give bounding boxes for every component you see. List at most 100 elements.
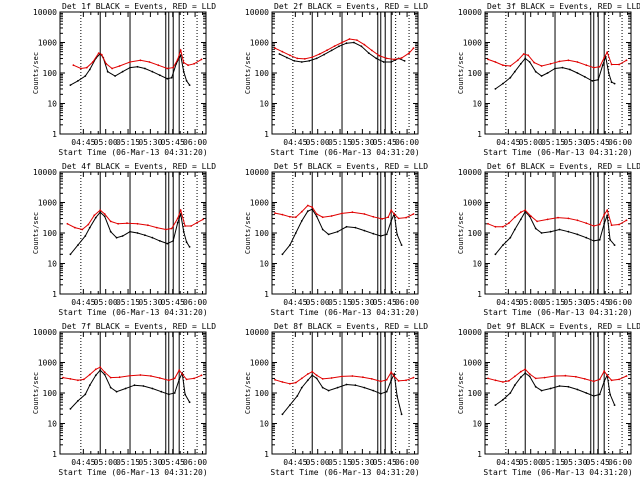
- y-tick-label: 1: [52, 450, 57, 459]
- series-lld-point: [575, 375, 577, 378]
- series-events-point: [502, 82, 504, 85]
- series-events-point: [509, 236, 512, 239]
- series-events-point: [286, 56, 288, 59]
- y-tick-label: 10: [259, 100, 269, 109]
- y-tick-label: 1: [477, 130, 482, 139]
- series-lld-point: [502, 225, 504, 228]
- series-events-point: [121, 235, 124, 237]
- series-events-point: [372, 232, 375, 235]
- series-lld-point: [494, 379, 497, 382]
- x-tick-label: 05:30: [138, 138, 162, 147]
- y-axis-label: Counts/sec: [244, 212, 252, 254]
- series-lld-point: [378, 54, 381, 57]
- series-lld-point: [603, 56, 606, 59]
- x-tick-label: 06:00: [395, 138, 419, 147]
- x-axis-label: Start Time (06-Mar-13 04:31:20): [270, 308, 419, 317]
- series-events-point: [300, 61, 303, 63]
- x-tick-label: 04:45: [496, 138, 520, 147]
- series-lld-point: [524, 368, 527, 371]
- series-events-point: [323, 53, 325, 56]
- y-axis-label: Counts/sec: [457, 212, 465, 254]
- y-tick-label: 1000: [38, 39, 57, 48]
- series-events-point: [534, 385, 537, 388]
- series-lld-point: [296, 57, 299, 60]
- series-events-point: [182, 230, 185, 233]
- series-events-line: [279, 41, 405, 63]
- series-events-point: [289, 404, 291, 406]
- x-tick-label: 05:30: [563, 138, 587, 147]
- y-tick-label: 10: [472, 420, 482, 429]
- series-lld-point: [513, 375, 516, 378]
- series-events-point: [69, 408, 72, 410]
- series-lld-point: [118, 376, 121, 379]
- x-tick-label: 06:00: [183, 458, 207, 467]
- series-events-point: [315, 215, 318, 218]
- panel-title: Det 5f BLACK = Events, RED = LLD: [274, 162, 428, 171]
- series-lld-point: [311, 370, 314, 373]
- series-lld-point: [549, 62, 552, 65]
- y-tick-label: 10: [472, 100, 482, 109]
- series-events-point: [502, 244, 504, 247]
- series-events-point: [129, 230, 131, 233]
- series-events-point: [182, 70, 185, 73]
- series-events-point: [321, 228, 324, 231]
- series-events-point: [281, 253, 284, 256]
- series-events-point: [300, 220, 303, 222]
- series-events-point: [603, 222, 606, 225]
- series-events-point: [354, 226, 357, 229]
- x-tick-label: 05:00: [94, 298, 118, 307]
- series-lld-point: [69, 378, 72, 380]
- series-lld-point: [625, 219, 628, 222]
- series-events-point: [363, 386, 366, 389]
- series-events-point: [549, 387, 552, 390]
- x-tick-label: 05:15: [116, 138, 140, 147]
- series-lld-point: [281, 381, 284, 383]
- series-lld-point: [172, 66, 175, 69]
- x-tick-label: 05:00: [519, 138, 543, 147]
- series-events-point: [513, 70, 516, 73]
- series-events-point: [509, 392, 512, 394]
- series-lld-point: [306, 204, 309, 207]
- series-events-point: [569, 68, 571, 71]
- series-lld-point: [306, 373, 309, 375]
- series-lld-point: [62, 376, 64, 379]
- x-tick-label: 05:45: [161, 138, 185, 147]
- y-tick-label: 1000: [250, 359, 269, 368]
- series-lld-point: [193, 62, 196, 65]
- x-axis-label: Start Time (06-Mar-13 04:31:20): [270, 468, 419, 477]
- y-tick-label: 100: [43, 389, 58, 398]
- x-tick-label: 05:15: [328, 458, 352, 467]
- series-lld-point: [507, 380, 510, 382]
- series-events-point: [345, 383, 348, 386]
- series-events-point: [77, 244, 79, 247]
- series-events-point: [84, 75, 87, 77]
- series-lld-point: [118, 65, 121, 67]
- panel-1: Det 1f BLACK = Events, RED = LLD 1 10 100 10…: [32, 2, 216, 157]
- series-events-point: [534, 227, 537, 230]
- series-lld-point: [543, 376, 546, 379]
- series-lld-point: [147, 224, 149, 227]
- x-tick-label: 05:45: [586, 298, 610, 307]
- series-lld-point: [184, 225, 187, 227]
- series-lld-line: [487, 50, 627, 69]
- series-lld-point: [200, 58, 203, 61]
- series-events-point: [494, 253, 497, 256]
- x-tick-label: 05:45: [161, 298, 185, 307]
- series-lld-point: [390, 371, 393, 374]
- series-events-point: [385, 233, 388, 236]
- series-lld-point: [111, 67, 113, 70]
- series-lld-point: [281, 50, 284, 53]
- series-events-point: [360, 45, 363, 48]
- series-lld-point: [554, 375, 556, 377]
- series-events-point: [306, 379, 309, 382]
- x-tick-label: 04:45: [283, 458, 307, 467]
- series-events-point: [308, 60, 311, 62]
- series-lld-point: [157, 64, 160, 67]
- series-events-point: [379, 235, 382, 237]
- series-events-point: [330, 49, 333, 52]
- y-tick-label: 10000: [245, 168, 269, 177]
- series-lld-point: [196, 221, 199, 224]
- x-tick-label: 05:45: [586, 138, 610, 147]
- x-axis-label: Start Time (06-Mar-13 04:31:20): [483, 468, 632, 477]
- series-lld-point: [93, 214, 96, 217]
